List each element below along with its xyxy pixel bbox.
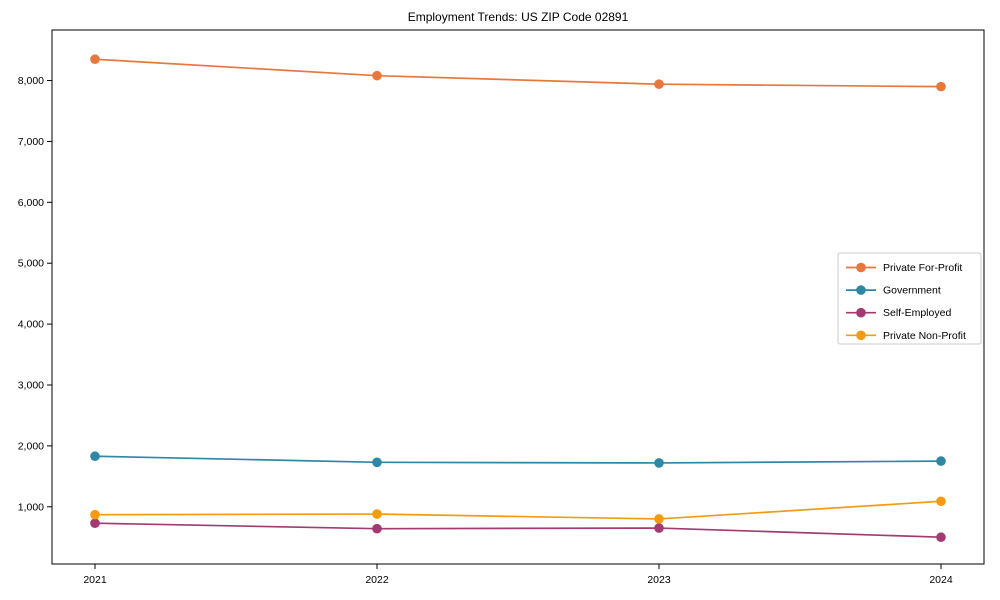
chart-title: Employment Trends: US ZIP Code 02891 bbox=[407, 10, 629, 24]
data-point bbox=[90, 509, 100, 520]
data-point bbox=[372, 523, 382, 534]
data-point bbox=[654, 458, 664, 468]
legend-marker-dot bbox=[856, 330, 866, 341]
y-tick-label: 5,000 bbox=[18, 258, 44, 270]
data-point bbox=[90, 518, 100, 529]
data-point bbox=[372, 509, 382, 519]
series-line bbox=[94, 522, 942, 539]
series-line bbox=[94, 455, 942, 464]
data-point bbox=[936, 81, 946, 92]
y-tick-label: 2,000 bbox=[18, 440, 44, 452]
legend-item-label: Private For-Profit bbox=[883, 262, 962, 274]
x-tick-label: 2022 bbox=[365, 574, 389, 586]
legend-item-label: Self-Employed bbox=[883, 307, 951, 319]
y-tick-label: 7,000 bbox=[18, 136, 44, 148]
y-tick-label: 8,000 bbox=[18, 75, 44, 87]
data-point bbox=[372, 70, 382, 81]
legend-marker-dot bbox=[856, 262, 866, 273]
data-point bbox=[372, 457, 382, 468]
data-point bbox=[90, 54, 100, 65]
x-tick-label: 2021 bbox=[83, 574, 107, 586]
data-point bbox=[654, 514, 664, 524]
data-point bbox=[654, 79, 664, 89]
plot-border bbox=[51, 29, 985, 565]
legend-item-label: Government bbox=[883, 285, 941, 297]
series-line bbox=[94, 58, 942, 88]
data-point bbox=[936, 496, 946, 507]
legend-box bbox=[837, 252, 982, 345]
data-point bbox=[654, 523, 664, 533]
x-tick-label: 2024 bbox=[929, 574, 953, 586]
x-tick-label: 2023 bbox=[647, 574, 671, 586]
y-tick-label: 4,000 bbox=[18, 319, 44, 331]
legend-marker-dot bbox=[856, 307, 866, 318]
y-tick-label: 1,000 bbox=[18, 501, 44, 513]
legend-item-label: Private Non-Profit bbox=[883, 330, 966, 342]
y-tick-label: 3,000 bbox=[18, 379, 44, 391]
legend-marker-dot bbox=[856, 285, 866, 295]
data-point bbox=[936, 532, 946, 543]
data-point bbox=[90, 451, 100, 462]
series-line bbox=[94, 500, 942, 520]
data-point bbox=[936, 456, 946, 466]
y-tick-label: 6,000 bbox=[18, 197, 44, 209]
